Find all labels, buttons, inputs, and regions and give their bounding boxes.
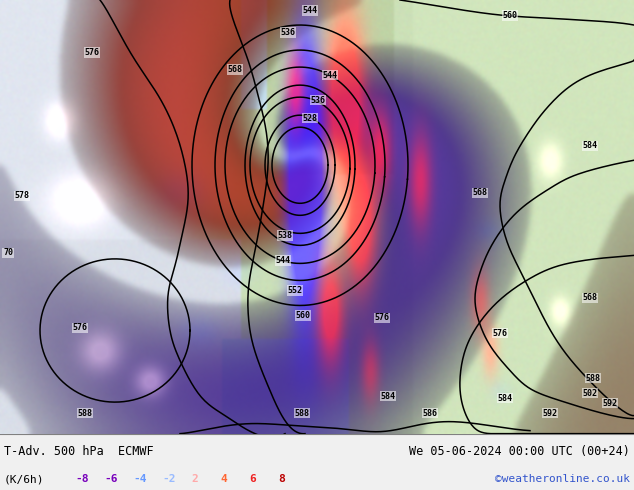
Text: 588: 588 [77, 409, 93, 417]
Text: 8: 8 [278, 474, 285, 484]
Text: 528: 528 [302, 114, 318, 122]
Text: 576: 576 [72, 323, 87, 333]
Text: -4: -4 [133, 474, 146, 484]
Text: ©weatheronline.co.uk: ©weatheronline.co.uk [495, 474, 630, 484]
Text: 568: 568 [228, 65, 242, 74]
Text: 6: 6 [249, 474, 256, 484]
Text: -8: -8 [75, 474, 89, 484]
Text: 568: 568 [583, 294, 597, 302]
Text: 544: 544 [323, 71, 337, 79]
Text: 538: 538 [278, 231, 292, 240]
Text: We 05-06-2024 00:00 UTC (00+24): We 05-06-2024 00:00 UTC (00+24) [409, 445, 630, 458]
Text: 560: 560 [295, 311, 311, 320]
Text: 584: 584 [380, 392, 396, 401]
Text: 536: 536 [280, 28, 295, 37]
Text: 2: 2 [191, 474, 198, 484]
Text: 588: 588 [586, 373, 600, 383]
Text: T-Adv. 500 hPa  ECMWF: T-Adv. 500 hPa ECMWF [4, 445, 153, 458]
Text: 70: 70 [3, 248, 13, 257]
Text: 584: 584 [498, 393, 512, 403]
Text: 502: 502 [583, 389, 597, 397]
Text: 4: 4 [220, 474, 227, 484]
Text: 576: 576 [375, 314, 389, 322]
Text: 584: 584 [583, 141, 597, 150]
Text: 536: 536 [311, 96, 325, 105]
Text: 578: 578 [15, 191, 30, 200]
Text: (K/6h): (K/6h) [4, 474, 44, 484]
Text: 544: 544 [302, 6, 318, 15]
Text: 560: 560 [503, 11, 517, 20]
Text: 544: 544 [276, 256, 290, 265]
Text: 576: 576 [84, 48, 100, 57]
Text: -2: -2 [162, 474, 176, 484]
Text: 592: 592 [543, 409, 557, 417]
Text: 568: 568 [472, 188, 488, 197]
Text: 588: 588 [295, 409, 309, 417]
Text: 586: 586 [422, 409, 437, 417]
Text: 592: 592 [602, 398, 618, 408]
Text: -6: -6 [104, 474, 117, 484]
Text: 576: 576 [493, 328, 507, 338]
Text: 552: 552 [287, 286, 302, 295]
